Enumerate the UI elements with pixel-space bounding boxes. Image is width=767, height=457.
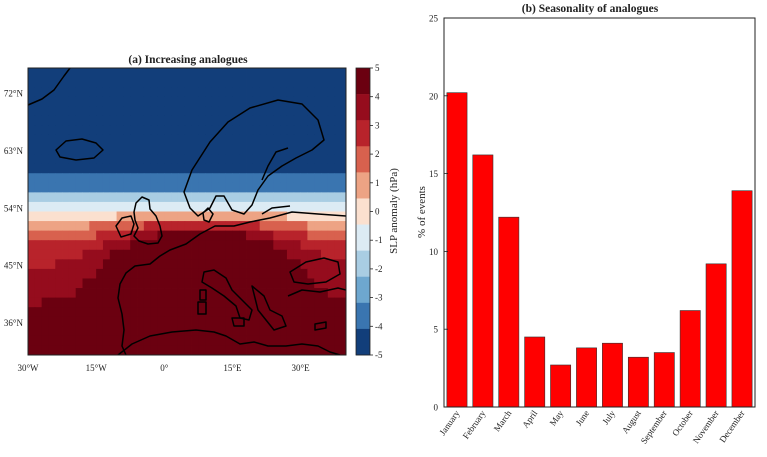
lat-tick-label: 54°N [4, 203, 24, 213]
bar-chart-title: (b) Seasonality of analogues [522, 3, 659, 15]
colorbar-tick-label: 4 [375, 92, 380, 102]
bar-september [653, 352, 675, 408]
lat-tick-label: 72°N [4, 89, 24, 99]
colorbar-swatch [356, 68, 370, 95]
bar-june [576, 347, 597, 408]
colorbar-swatch [356, 250, 370, 278]
lat-tick-label: 63°N [4, 146, 24, 156]
bar-may [550, 364, 572, 408]
bar-july [602, 342, 623, 408]
lon-tick-label: 30°E [292, 363, 311, 373]
colorbar-tick-label: -4 [375, 321, 383, 331]
bar-january [446, 92, 468, 408]
y-tick-label: 15 [429, 169, 439, 179]
colorbar-swatch [356, 276, 370, 304]
x-tick-label: January [437, 408, 462, 437]
colorbar-tick-label: 2 [375, 149, 380, 159]
colorbar-tick-label: -2 [375, 264, 383, 274]
colorbar-swatch [356, 146, 370, 173]
bar-december [731, 190, 753, 408]
bar-march [498, 216, 520, 408]
bar-february [472, 154, 494, 408]
colorbar-swatch [356, 94, 370, 121]
lat-tick-label: 45°N [4, 261, 24, 271]
y-tick-label: 5 [434, 325, 439, 335]
map-title: (a) Increasing analogues [128, 54, 248, 66]
colorbar-swatch [356, 172, 370, 199]
x-tick-label: July [600, 408, 617, 426]
x-tick-label: February [461, 408, 488, 441]
colorbar-tick-label: 3 [375, 120, 380, 130]
y-tick-label: 20 [429, 91, 439, 101]
x-tick-label: March [492, 408, 514, 433]
bar-series [446, 92, 753, 408]
lat-tick-label: 36°N [4, 318, 24, 328]
colorbar: 5 4 3 2 1 0 -1 -2 -3 -4 -5 [355, 63, 383, 360]
x-tick-label: October [670, 408, 695, 437]
y-tick-label: 10 [429, 247, 439, 257]
y-tick-label: 25 [429, 14, 439, 24]
colorbar-swatch [356, 198, 370, 225]
x-tick-label: November [691, 408, 721, 445]
colorbar-swatch [356, 302, 370, 330]
map-axis-ticks: 72°N 63°N 54°N 45°N 36°N 30°W 15°W 0° 15°E 30°E [4, 89, 310, 373]
x-tick-label: December [717, 408, 746, 444]
colorbar-tick-label: -3 [375, 293, 383, 303]
lon-tick-label: 30°W [17, 363, 39, 373]
bar-plot-frame [443, 17, 756, 408]
lon-tick-label: 15°E [223, 363, 242, 373]
coastlines [28, 68, 346, 355]
x-tick-label: June [574, 408, 592, 427]
colorbar-swatch [356, 328, 370, 356]
colorbar-swatch [356, 224, 370, 251]
colorbar-swatch [356, 120, 370, 147]
colorbar-tick-label: -1 [375, 235, 383, 245]
lon-tick-label: 0° [160, 363, 169, 373]
colorbar-tick-label: 0 [375, 207, 380, 217]
bar-chart-panel: (b) Seasonality of analogues 0 5 10 15 20 25 J… [416, 3, 756, 446]
colorbar-tick-label: 1 [375, 178, 380, 188]
x-tick-label: September [639, 408, 669, 445]
colorbar-label: SLP anomaly (hPa) [388, 168, 400, 254]
slp-anomaly-field [28, 68, 346, 355]
y-tick-label: 0 [434, 403, 439, 413]
map-frame [27, 67, 347, 356]
bar-october [679, 310, 701, 408]
bar-november [705, 263, 727, 408]
y-axis-label: % of events [416, 186, 428, 238]
x-tick-label: April [520, 408, 539, 430]
colorbar-tick-label: 5 [375, 63, 380, 73]
bar-april [524, 336, 546, 408]
bar-august [627, 356, 649, 408]
map-panel: (a) Increasing analogues [4, 54, 400, 373]
x-tick-label: May [548, 408, 566, 428]
colorbar-tick-label: -5 [375, 350, 383, 360]
lon-tick-label: 15°W [86, 363, 108, 373]
x-tick-label: August [620, 408, 643, 435]
